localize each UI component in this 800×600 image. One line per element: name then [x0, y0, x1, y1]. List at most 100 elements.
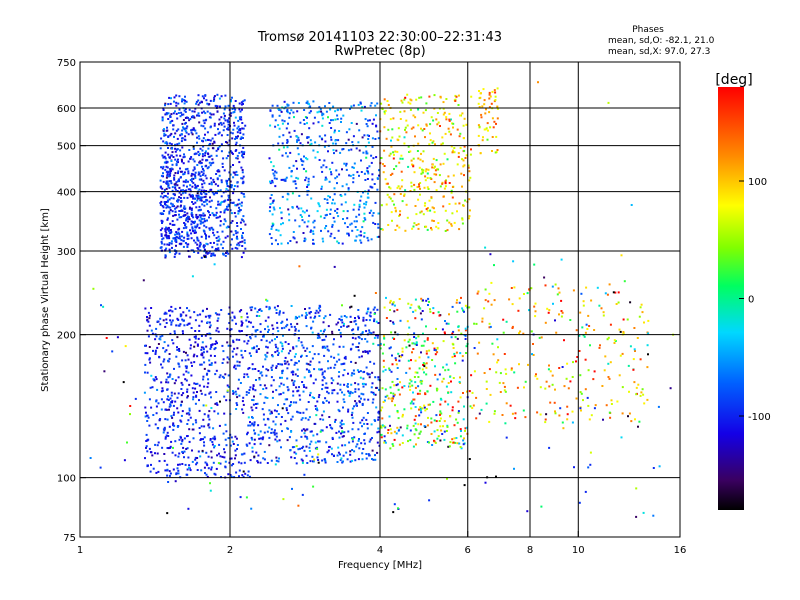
data-point — [185, 219, 188, 222]
data-point — [437, 121, 440, 124]
data-point — [297, 411, 300, 414]
data-point — [647, 332, 650, 335]
data-point — [276, 321, 279, 324]
data-point — [174, 233, 177, 236]
data-point — [177, 112, 180, 114]
data-point — [544, 321, 547, 324]
data-point — [171, 147, 174, 150]
data-point — [199, 363, 202, 366]
data-point — [195, 102, 198, 105]
data-point — [321, 114, 324, 117]
data-point — [214, 373, 217, 376]
data-point — [646, 366, 649, 369]
data-point — [360, 442, 363, 445]
data-point — [196, 217, 199, 220]
data-point — [370, 102, 373, 105]
data-point — [560, 258, 563, 261]
data-point — [169, 309, 172, 312]
data-point — [444, 180, 447, 183]
data-point — [412, 342, 415, 345]
data-point — [209, 354, 212, 357]
data-point — [211, 227, 214, 230]
data-point — [230, 184, 233, 187]
data-point — [184, 378, 187, 381]
data-point — [586, 396, 589, 399]
data-point — [442, 107, 445, 110]
data-point — [302, 384, 305, 386]
data-point — [182, 227, 185, 230]
data-point — [463, 117, 466, 120]
data-point — [342, 423, 345, 426]
data-point — [334, 420, 336, 423]
data-point — [206, 203, 209, 206]
data-point — [381, 387, 384, 390]
data-point — [233, 316, 236, 319]
data-point — [641, 311, 644, 314]
data-point — [439, 125, 441, 127]
data-point — [242, 411, 245, 414]
data-point — [168, 210, 171, 213]
data-point — [304, 435, 307, 438]
data-point — [355, 220, 358, 223]
data-point — [159, 323, 162, 326]
data-point — [326, 345, 329, 348]
data-point — [324, 140, 327, 143]
data-point — [162, 196, 165, 199]
data-point — [174, 182, 177, 185]
data-point — [342, 362, 345, 365]
data-point — [269, 412, 272, 415]
data-point — [222, 157, 225, 160]
data-point — [505, 372, 508, 375]
data-point — [374, 458, 377, 461]
data-point — [177, 362, 180, 365]
data-point — [459, 352, 462, 355]
data-point — [214, 249, 217, 252]
data-point — [286, 377, 289, 380]
data-point — [159, 317, 162, 320]
data-point — [234, 215, 237, 218]
y-tick-label: 100 — [57, 474, 76, 485]
data-point — [218, 313, 221, 316]
data-point — [218, 238, 221, 241]
data-point — [175, 94, 178, 97]
data-point — [271, 179, 274, 182]
data-point — [424, 175, 427, 178]
data-point — [418, 356, 421, 359]
data-point — [353, 162, 356, 165]
data-point — [329, 108, 332, 111]
data-point — [203, 97, 205, 100]
data-point — [614, 291, 617, 294]
data-point — [165, 165, 168, 168]
data-point — [358, 447, 361, 450]
data-point — [232, 339, 235, 342]
data-point — [207, 378, 210, 381]
data-point — [373, 183, 376, 185]
data-point — [281, 327, 283, 330]
data-point — [193, 128, 196, 131]
data-point — [399, 118, 402, 120]
data-point — [602, 314, 605, 317]
data-point — [246, 444, 249, 447]
data-point — [579, 407, 582, 410]
data-point — [199, 313, 202, 316]
data-point — [233, 124, 236, 127]
data-point — [398, 226, 401, 229]
data-point — [634, 350, 636, 352]
data-point — [201, 158, 204, 161]
data-point — [295, 439, 298, 442]
data-point — [608, 377, 611, 380]
data-point — [183, 102, 186, 105]
data-point — [188, 440, 191, 443]
data-point — [192, 396, 195, 399]
data-point — [373, 336, 376, 339]
data-point — [176, 190, 179, 192]
data-point — [326, 390, 329, 393]
data-point — [383, 343, 385, 346]
data-point — [242, 146, 245, 149]
data-point — [318, 110, 321, 113]
data-point — [217, 128, 219, 131]
data-point — [439, 96, 442, 99]
data-point — [478, 341, 481, 344]
data-point — [210, 346, 213, 348]
data-point — [175, 101, 178, 104]
